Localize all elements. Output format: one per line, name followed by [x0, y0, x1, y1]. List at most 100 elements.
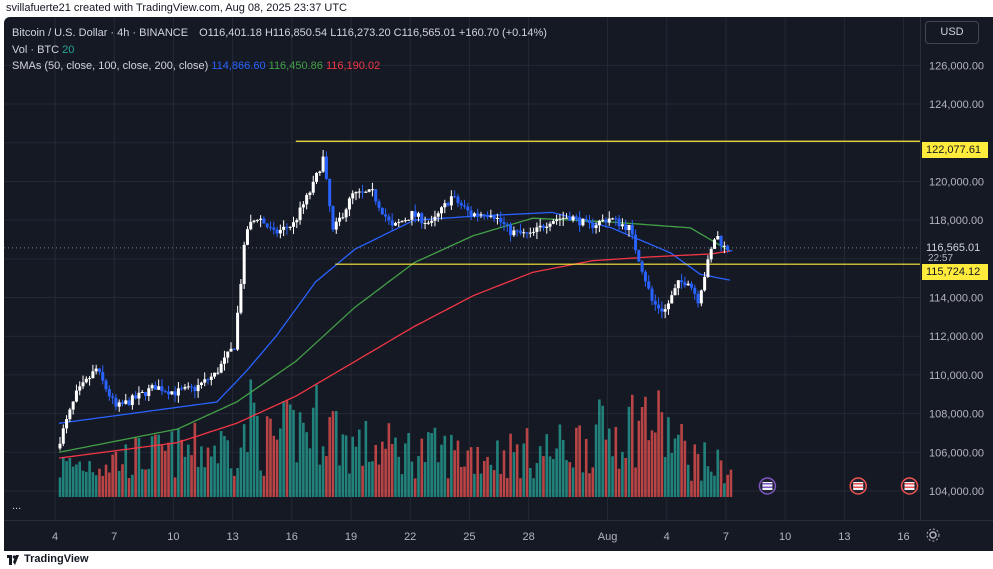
candle-body — [374, 189, 378, 202]
candle-body — [712, 239, 716, 249]
volume-bar — [634, 467, 637, 497]
volume-bar — [696, 454, 700, 497]
volume-bar — [575, 427, 578, 497]
candle-body — [88, 378, 92, 380]
chart-svg[interactable] — [4, 17, 920, 520]
volume-bar — [420, 438, 424, 497]
volume-bar — [630, 394, 634, 497]
volume-bar — [147, 468, 151, 497]
volume-bar — [344, 435, 348, 497]
volume-bar — [555, 448, 558, 497]
candle-body — [183, 387, 187, 389]
volume-bar — [219, 430, 223, 497]
volume-label[interactable]: Vol · BTC — [12, 43, 60, 56]
volume-bar — [384, 448, 387, 497]
volume-bar — [594, 424, 598, 497]
volume-bar — [98, 468, 101, 497]
candle-body — [176, 388, 180, 396]
gear-icon[interactable] — [925, 527, 941, 543]
candle-body — [416, 213, 420, 217]
candle-body — [259, 218, 263, 220]
candle-body — [397, 222, 401, 224]
chart-pane[interactable] — [4, 17, 920, 520]
us-flag-event-icon-fill — [904, 482, 915, 490]
candle-body — [255, 219, 259, 221]
candle-body — [120, 402, 124, 404]
candle-body — [249, 221, 253, 230]
candle-body — [663, 309, 667, 312]
volume-bar — [104, 464, 108, 497]
candle-body — [693, 287, 697, 294]
volume-bar — [173, 477, 177, 497]
candle-body — [509, 224, 513, 236]
volume-bar — [236, 467, 239, 497]
candle-body — [558, 218, 562, 220]
candle-body — [390, 220, 394, 226]
candle-body — [426, 222, 430, 224]
volume-bar — [213, 445, 216, 497]
volume-bar — [321, 446, 325, 497]
sma-label[interactable]: SMAs (50, close, 100, close, 200, close) — [12, 60, 209, 72]
volume-bar — [647, 440, 651, 497]
volume-bar — [200, 446, 203, 497]
candle-body — [729, 250, 733, 252]
volume-bar — [640, 406, 644, 497]
volume-bar — [121, 464, 124, 497]
support-price-label: 115,724.12 — [922, 264, 988, 280]
volume-bar — [390, 444, 394, 497]
candle-body — [597, 220, 601, 226]
volume-bar — [581, 472, 585, 497]
volume-bar — [690, 480, 693, 497]
volume-bar — [660, 412, 664, 497]
time-tick-label: 28 — [522, 531, 534, 543]
candle-body — [407, 219, 411, 221]
candle-body — [91, 371, 95, 379]
volume-bar — [627, 406, 631, 497]
volume-bar — [670, 452, 674, 497]
volume-bar — [157, 434, 160, 497]
candle-body — [696, 293, 700, 304]
volume-bar — [144, 469, 147, 497]
candle-body — [660, 308, 664, 312]
volume-bar — [338, 465, 341, 497]
more-options-dots[interactable]: ... — [12, 500, 22, 512]
price-tick-label: 126,000.00 — [929, 60, 984, 72]
candle-body — [324, 156, 328, 179]
attribution-text: svillafuerte21 created with TradingView.… — [6, 2, 347, 14]
candle-body — [486, 216, 490, 218]
candle-body — [703, 276, 707, 291]
volume-bar — [262, 475, 266, 497]
candle-body — [245, 229, 249, 245]
candle-body — [469, 210, 473, 216]
volume-bar — [387, 423, 391, 497]
volume-bar — [706, 466, 710, 497]
currency-button[interactable]: USD — [925, 21, 979, 44]
candle-body — [130, 395, 134, 406]
volume-bar — [229, 468, 233, 497]
symbol-title[interactable]: Bitcoin / U.S. Dollar · 4h · BINANCE — [12, 27, 189, 39]
volume-bar — [394, 437, 397, 497]
volume-bar — [683, 440, 687, 497]
candle-body — [538, 225, 542, 228]
candle-body — [117, 402, 121, 407]
volume-bar — [163, 450, 167, 497]
candle-body — [495, 217, 499, 219]
volume-bar — [137, 437, 141, 497]
volume-bar — [186, 444, 190, 497]
attribution-bar: svillafuerte21 created with TradingView.… — [0, 0, 993, 17]
candle-body — [357, 191, 361, 193]
us-flag-event-icon — [849, 477, 867, 495]
candle-body — [222, 357, 226, 364]
candle-body — [347, 198, 351, 210]
time-axis[interactable]: 4 7 10 13 16 19 22 25 28 Aug 4 7 10 13 16 — [4, 520, 993, 552]
volume-bar — [535, 463, 539, 497]
candle-body — [686, 283, 690, 286]
candle-body — [666, 303, 670, 310]
volume-bar — [242, 424, 246, 497]
volume-bar — [604, 439, 608, 497]
volume-bar — [71, 466, 75, 497]
volume-bar — [519, 478, 522, 497]
candle-body — [173, 391, 177, 396]
candle-body — [163, 391, 167, 393]
candle-body — [528, 232, 532, 234]
